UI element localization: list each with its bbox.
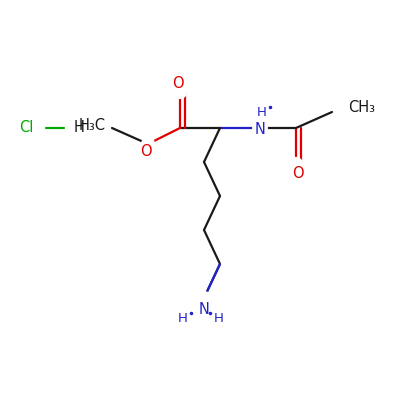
Text: Cl: Cl	[20, 120, 34, 136]
Text: H: H	[257, 106, 267, 118]
Circle shape	[174, 86, 186, 98]
Text: H: H	[177, 312, 187, 324]
Circle shape	[142, 138, 154, 150]
Text: N: N	[254, 122, 266, 138]
Circle shape	[198, 292, 210, 304]
Text: H₃C: H₃C	[79, 118, 106, 134]
Text: H: H	[214, 312, 224, 324]
Text: CH₃: CH₃	[348, 100, 375, 116]
Text: O: O	[292, 166, 304, 182]
Text: H: H	[74, 120, 85, 136]
Text: O: O	[172, 76, 184, 91]
Text: O: O	[140, 144, 152, 160]
Text: N: N	[198, 302, 210, 317]
Circle shape	[290, 158, 302, 170]
Circle shape	[253, 121, 267, 135]
